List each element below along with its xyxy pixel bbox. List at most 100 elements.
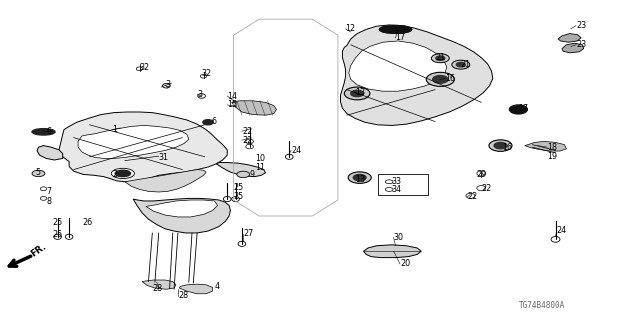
Ellipse shape — [65, 234, 73, 239]
Ellipse shape — [40, 196, 47, 200]
Polygon shape — [37, 146, 63, 160]
Text: 3: 3 — [197, 90, 202, 99]
Text: 7: 7 — [46, 188, 51, 196]
Ellipse shape — [456, 62, 465, 67]
Text: 25: 25 — [234, 192, 244, 201]
Text: 16: 16 — [502, 143, 513, 152]
Text: 13: 13 — [355, 88, 365, 97]
Text: 20: 20 — [400, 260, 410, 268]
Ellipse shape — [380, 26, 412, 33]
Text: 28: 28 — [178, 292, 188, 300]
Ellipse shape — [344, 87, 370, 100]
Ellipse shape — [200, 74, 207, 78]
Ellipse shape — [198, 94, 205, 98]
Text: 32: 32 — [140, 63, 150, 72]
Text: 16: 16 — [445, 74, 455, 83]
Text: 3: 3 — [165, 80, 170, 89]
Ellipse shape — [223, 196, 231, 202]
Polygon shape — [216, 163, 266, 177]
Polygon shape — [59, 112, 227, 182]
Text: 22: 22 — [242, 127, 252, 136]
Text: 17: 17 — [518, 104, 529, 113]
Ellipse shape — [433, 76, 448, 83]
Ellipse shape — [385, 180, 393, 184]
Text: 22: 22 — [242, 136, 252, 145]
Ellipse shape — [40, 187, 47, 191]
Text: 30: 30 — [394, 233, 404, 242]
Polygon shape — [232, 101, 276, 115]
Text: 18: 18 — [547, 143, 557, 152]
Ellipse shape — [436, 56, 445, 60]
Bar — [378, 174, 428, 195]
Ellipse shape — [353, 174, 366, 181]
Text: 24: 24 — [291, 146, 301, 155]
Ellipse shape — [466, 193, 475, 198]
Polygon shape — [179, 284, 212, 294]
Text: FR.: FR. — [29, 241, 47, 258]
Ellipse shape — [452, 60, 470, 69]
Text: 14: 14 — [227, 92, 237, 100]
Text: 19: 19 — [547, 152, 557, 161]
Ellipse shape — [509, 105, 527, 114]
Ellipse shape — [489, 140, 512, 151]
Text: 4: 4 — [214, 282, 220, 291]
Text: 24: 24 — [557, 226, 567, 235]
Ellipse shape — [32, 129, 55, 135]
Text: 10: 10 — [255, 154, 265, 163]
Polygon shape — [349, 41, 447, 91]
Polygon shape — [364, 245, 421, 258]
Ellipse shape — [494, 142, 507, 149]
Ellipse shape — [426, 72, 454, 86]
Text: 21: 21 — [435, 53, 445, 62]
Ellipse shape — [477, 171, 486, 176]
Text: 22: 22 — [481, 184, 492, 193]
Text: 13: 13 — [355, 175, 365, 184]
Ellipse shape — [285, 154, 293, 159]
Ellipse shape — [32, 170, 45, 177]
Text: 22: 22 — [467, 192, 477, 201]
Text: 25: 25 — [52, 218, 63, 227]
Text: 1: 1 — [112, 125, 117, 134]
Ellipse shape — [431, 54, 449, 63]
Ellipse shape — [115, 170, 131, 177]
Text: 15: 15 — [227, 100, 237, 109]
Text: 25: 25 — [234, 183, 244, 192]
Text: 32: 32 — [202, 69, 212, 78]
Ellipse shape — [136, 67, 143, 71]
Ellipse shape — [163, 84, 170, 88]
Ellipse shape — [54, 234, 61, 239]
Text: 26: 26 — [82, 218, 92, 227]
Text: 9: 9 — [250, 170, 255, 179]
Ellipse shape — [203, 120, 213, 125]
Ellipse shape — [351, 90, 364, 97]
Text: 12: 12 — [346, 24, 356, 33]
Ellipse shape — [551, 236, 560, 242]
Text: 6: 6 — [211, 117, 216, 126]
Ellipse shape — [477, 186, 486, 191]
Polygon shape — [340, 25, 493, 125]
Text: TG74B4800A: TG74B4800A — [518, 301, 564, 310]
Text: 31: 31 — [159, 153, 169, 162]
Text: 5: 5 — [35, 168, 40, 177]
Text: 33: 33 — [392, 177, 402, 186]
Text: 29: 29 — [477, 170, 487, 179]
Text: 34: 34 — [392, 185, 402, 194]
Polygon shape — [146, 200, 218, 217]
Text: 11: 11 — [255, 163, 265, 172]
Text: 17: 17 — [396, 33, 406, 42]
Ellipse shape — [348, 172, 371, 183]
Polygon shape — [558, 34, 581, 42]
Polygon shape — [142, 280, 176, 289]
Polygon shape — [525, 141, 566, 151]
Polygon shape — [133, 198, 230, 233]
Polygon shape — [125, 170, 206, 192]
Ellipse shape — [238, 241, 246, 246]
Text: 25: 25 — [52, 230, 63, 239]
Text: 2: 2 — [112, 170, 117, 179]
Text: 28: 28 — [152, 284, 163, 293]
Ellipse shape — [115, 170, 131, 177]
Ellipse shape — [385, 188, 393, 191]
Text: 27: 27 — [243, 229, 253, 238]
Text: 21: 21 — [461, 60, 471, 68]
Text: 23: 23 — [576, 40, 586, 49]
